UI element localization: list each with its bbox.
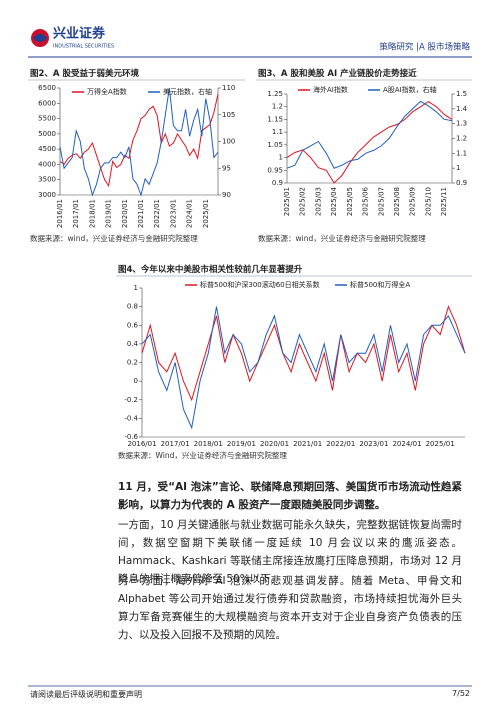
y-tick-label: 6000 — [38, 99, 56, 107]
x-tick-label: 2017/01 — [161, 440, 190, 448]
x-tick-label: 2016/01 — [127, 440, 156, 448]
figure-title: 图4、今年以来中美股市相关性较前几年显著提升 — [118, 265, 303, 275]
x-tick-label: 2025/09 — [409, 187, 417, 216]
y-tick-label: 6500 — [38, 84, 56, 92]
y-tick-label: 1.05 — [267, 141, 283, 149]
series-line — [286, 101, 453, 184]
x-tick-label: 2025/01 — [426, 440, 455, 448]
x-tick-label: 2018/01 — [194, 440, 223, 448]
series-line — [59, 87, 219, 197]
figure-title: 图3、A 股和美股 AI 产业链股价走势接近 — [258, 69, 417, 79]
logo-icon-inner — [33, 34, 47, 42]
page-number: 7/52 — [452, 689, 470, 698]
x-tick-label: 2025/03 — [314, 187, 322, 216]
y2-tick-label: 1.1 — [456, 149, 467, 157]
x-tick-label: 2017/01 — [72, 199, 80, 228]
x-tick-label: 2016/01 — [56, 199, 64, 228]
x-tick-label: 2025/10 — [424, 187, 432, 216]
legend-label: 标普500和万得全A — [350, 280, 410, 289]
y2-tick-label: 100 — [222, 138, 235, 146]
y2-tick-label: 1 — [456, 164, 460, 172]
x-tick-label: 2025/05 — [346, 187, 354, 216]
y-tick-label: -0.4 — [124, 414, 138, 422]
legend-label: 标普500和沪深300滚动60日相关系数 — [200, 280, 320, 289]
series-line — [141, 306, 466, 430]
x-tick-label: 2025/04 — [330, 186, 338, 216]
paragraph: 一方面，10 月关键通胀与就业数据可能永久缺失，完整数据链恢复尚需时间，数据空窗… — [118, 519, 462, 585]
x-tick-label: 2022/01 — [153, 199, 161, 228]
y-tick-label: 1.2 — [272, 103, 283, 111]
y-tick-label: 0.6 — [127, 321, 139, 329]
x-tick-label: 2023/01 — [359, 440, 388, 448]
x-tick-label: 2025/08 — [393, 187, 401, 216]
section: 策略研究 |A 股市场策略 — [379, 42, 470, 53]
figure-source: 数据来源：Wind，兴业证券经济与金融研究院整理 — [118, 451, 287, 460]
x-tick-label: 2025/11 — [440, 187, 448, 216]
y-tick-label: 1.1 — [272, 128, 283, 136]
paragraph: 另一方面，海外对“AI 泡沫”的悲观基调发酵。随着 Meta、甲骨文和 Alph… — [118, 575, 462, 641]
y-tick-label: 5000 — [38, 130, 56, 138]
y2-tick-label: 105 — [222, 111, 235, 119]
y-tick-label: 0.9 — [272, 179, 283, 187]
x-tick-label: 2019/01 — [227, 440, 256, 448]
y-tick-label: -0.2 — [124, 396, 138, 404]
x-tick-label: 2024/01 — [186, 199, 194, 228]
y-tick-label: 0.95 — [267, 166, 283, 174]
y-tick-label: 1.25 — [267, 90, 283, 98]
x-tick-label: 2018/01 — [88, 199, 96, 228]
figure-source: 数据来源：wind，兴业证券经济与金融研究院整理 — [30, 234, 198, 243]
y2-tick-label: 1.4 — [456, 105, 468, 113]
x-tick-label: 2020/01 — [260, 440, 289, 448]
disclaimer: 请阅读最后评级说明和重要声明 — [30, 690, 142, 699]
y-tick-label: 0.2 — [127, 359, 138, 367]
y-tick-label: 1.15 — [267, 115, 283, 123]
series-line — [59, 93, 219, 188]
y2-tick-label: 0.9 — [456, 179, 467, 187]
y2-tick-label: 1.5 — [456, 90, 467, 98]
x-tick-label: 2025/01 — [202, 199, 210, 228]
x-tick-label: 2024/01 — [392, 440, 421, 448]
lead-paragraph: 11 月，受“AI 泡沫”言论、联储降息预期回落、美国货币市场流动性趋紧影响，以… — [118, 481, 462, 511]
y-tick-label: 0.4 — [127, 340, 139, 348]
x-tick-label: 2025/02 — [299, 187, 307, 216]
y-tick-label: 1 — [279, 154, 283, 162]
x-tick-label: 2020/01 — [121, 199, 129, 228]
y-tick-label: -0.6 — [124, 433, 138, 441]
x-tick-label: 2022/01 — [326, 440, 355, 448]
y2-tick-label: 95 — [222, 164, 231, 172]
legend-label: 海外AI指数 — [313, 85, 348, 94]
series-line — [141, 305, 466, 402]
x-tick-label: 2021/01 — [137, 199, 145, 228]
x-tick-label: 2019/01 — [105, 199, 113, 228]
legend-label: 美元指数，右轴 — [163, 87, 212, 96]
legend-label: 万得全A指数 — [87, 87, 127, 96]
y-tick-label: 0 — [134, 377, 138, 385]
y-tick-label: 4000 — [38, 160, 56, 168]
figure-source: 数据来源：wind，兴业证券经济与金融研究院整理 — [258, 234, 426, 243]
figure-title: 图2、A 股受益于弱美元环境 — [30, 69, 139, 79]
x-tick-label: 2023/01 — [169, 199, 177, 228]
y-tick-label: 3000 — [38, 191, 56, 199]
y2-tick-label: 1.3 — [456, 120, 467, 128]
legend-label: A股AI指数，右轴 — [383, 85, 437, 94]
x-tick-label: 2025/07 — [377, 187, 385, 216]
x-tick-label: 2025/06 — [362, 186, 370, 216]
y-tick-label: 0.8 — [127, 303, 138, 311]
logo-en: INDUSTRIAL SECURITIES — [53, 44, 114, 50]
x-tick-label: 2021/01 — [293, 440, 322, 448]
series-line — [286, 100, 453, 169]
y-tick-label: 3500 — [38, 176, 56, 184]
y-tick-label: 1 — [134, 284, 138, 292]
logo-name: 兴业证券 — [53, 26, 106, 42]
y-tick-label: 4500 — [38, 145, 56, 153]
y2-tick-label: 90 — [222, 191, 231, 199]
y2-tick-label: 110 — [222, 84, 235, 92]
y2-tick-label: 1.2 — [456, 135, 467, 143]
x-tick-label: 2025/01 — [283, 187, 291, 216]
y-tick-label: 5500 — [38, 115, 56, 123]
